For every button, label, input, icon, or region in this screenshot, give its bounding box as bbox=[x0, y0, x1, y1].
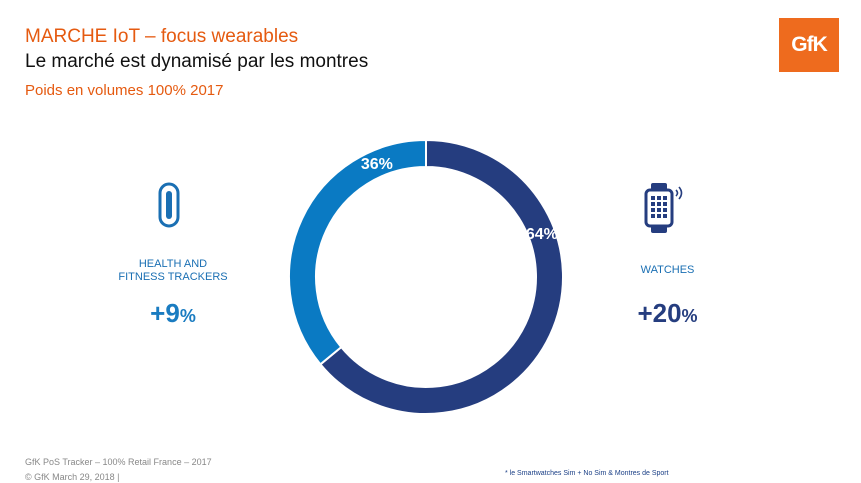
page-title: MARCHE IoT – focus wearables bbox=[25, 26, 299, 47]
watches-growth: +20% bbox=[610, 298, 725, 329]
watches-growth-unit: % bbox=[681, 306, 698, 326]
trackers-growth-value: +9 bbox=[150, 298, 180, 328]
label-trackers-share: 36% bbox=[361, 156, 393, 173]
source-note: GfK PoS Tracker – 100% Retail France – 2… bbox=[25, 457, 212, 467]
slice-trackers bbox=[288, 138, 427, 366]
smartwatch-icon bbox=[644, 182, 686, 239]
fitness-band-icon bbox=[157, 182, 181, 233]
footnote: * le Smartwatches Sim + No Sim & Montres… bbox=[505, 470, 669, 477]
copyright-note: © GfK March 29, 2018 | bbox=[25, 472, 120, 482]
page-headline: Le marché est dynamisé par les montres bbox=[25, 51, 369, 72]
trackers-growth-unit: % bbox=[179, 306, 196, 326]
watches-label: WATCHES bbox=[640, 264, 695, 276]
gfk-logo: GfK bbox=[779, 18, 839, 72]
watches-growth-value: +20 bbox=[637, 298, 682, 328]
trackers-growth: +9% bbox=[118, 298, 228, 329]
label-watches-share: 64% bbox=[526, 226, 558, 243]
slice-watches bbox=[319, 138, 564, 415]
donut-value-labels: 64% 36% bbox=[361, 156, 558, 243]
trackers-label-line2: FITNESS TRACKERS bbox=[118, 271, 228, 283]
trackers-label: HEALTH AND FITNESS TRACKERS bbox=[98, 258, 248, 284]
trackers-label-line1: HEALTH AND bbox=[138, 258, 208, 270]
donut-slices bbox=[288, 138, 564, 415]
page-subtitle: Poids en volumes 100% 2017 bbox=[25, 82, 224, 99]
gfk-logo-text: GfK bbox=[791, 33, 827, 56]
